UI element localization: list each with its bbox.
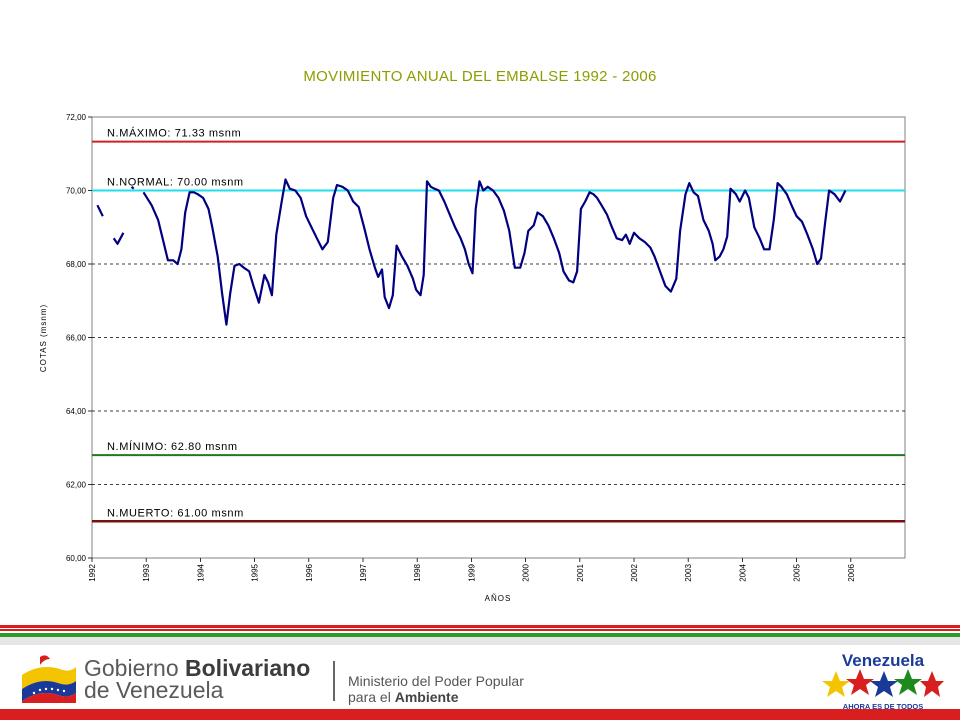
footer-divider xyxy=(333,661,335,701)
x-tick-label: 1996 xyxy=(305,563,314,581)
series-line-segment xyxy=(96,204,104,217)
x-tick-label: 1999 xyxy=(467,563,476,581)
brand-title: Venezuela xyxy=(842,651,925,670)
x-tick-label: 2006 xyxy=(847,563,856,581)
reference-line-label: N.MÍNIMO: 62.80 msnm xyxy=(107,440,238,453)
x-tick-label: 2001 xyxy=(576,563,585,581)
footer: Gobierno Bolivariano de Venezuela Minist… xyxy=(0,645,960,720)
ministry-line2: para el xyxy=(348,689,391,705)
reference-line-label: N.NORMAL: 70.00 msnm xyxy=(107,177,244,189)
x-tick-label: 1992 xyxy=(88,563,97,581)
y-tick-label: 72,00 xyxy=(66,113,87,122)
y-tick-label: 60,00 xyxy=(66,554,87,563)
x-axis-title: AÑOS xyxy=(485,594,512,603)
x-tick-label: 2005 xyxy=(793,563,802,581)
reference-line-label: N.MUERTO: 61.00 msnm xyxy=(107,507,244,519)
series-line-segment xyxy=(130,185,135,190)
y-axis-ticks: 60,00 62,00 64,00 66,00 68,00 70,00 72,00 xyxy=(66,113,92,563)
y-tick-label: 62,00 xyxy=(66,481,87,490)
series-line-segment xyxy=(142,178,847,326)
x-tick-label: 1997 xyxy=(359,563,368,581)
gov-line2: de Venezuela xyxy=(84,677,224,703)
ministry-line2-bold: Ambiente xyxy=(394,689,459,705)
x-tick-label: 1995 xyxy=(251,563,260,581)
brand-slogan: AHORA ES DE TODOS xyxy=(843,702,923,711)
x-axis-ticks: 1992 1993 1994 1995 1996 1997 1998 1999 2000 2001… xyxy=(88,558,856,582)
y-tick-label: 68,00 xyxy=(66,260,87,269)
series-line-segment xyxy=(112,232,125,245)
y-tick-label: 70,00 xyxy=(66,187,87,196)
x-tick-label: 2000 xyxy=(522,563,531,581)
reference-lines: N.MÁXIMO: 71.33 msnm N.NORMAL: 70.00 msnm… xyxy=(92,127,905,523)
ministry-line1: Ministerio del Poder Popular xyxy=(348,673,524,689)
x-tick-label: 2003 xyxy=(684,563,693,581)
gov-line1-bold: Bolivariano xyxy=(185,655,311,681)
brand-stars xyxy=(822,669,944,697)
line-chart: N.MÁXIMO: 71.33 msnm N.NORMAL: 70.00 msnm… xyxy=(39,113,906,603)
venezuela-brand-logo: Venezuela AHORA ES DE TODOS xyxy=(822,651,944,711)
x-tick-label: 1993 xyxy=(142,563,151,581)
x-tick-label: 2002 xyxy=(630,563,639,581)
ministry-name: Ministerio del Poder Popular para el Amb… xyxy=(348,673,524,705)
series-water-level xyxy=(96,178,847,326)
y-tick-label: 66,00 xyxy=(66,334,87,343)
government-name: Gobierno Bolivariano de Venezuela xyxy=(84,655,311,703)
gov-line1: Gobierno xyxy=(84,655,179,681)
footer-bottom-bar xyxy=(0,709,960,720)
x-tick-label: 2004 xyxy=(738,563,747,581)
y-axis-title: COTAS (msnm) xyxy=(39,304,48,372)
footer-stripes xyxy=(0,625,960,645)
x-tick-label: 1998 xyxy=(413,563,422,581)
y-tick-label: 64,00 xyxy=(66,407,87,416)
x-tick-label: 1994 xyxy=(196,563,205,581)
government-flag-logo xyxy=(22,655,76,703)
reference-line-label: N.MÁXIMO: 71.33 msnm xyxy=(107,127,241,140)
chart-title: MOVIMIENTO ANUAL DEL EMBALSE 1992 - 2006 xyxy=(303,68,657,85)
